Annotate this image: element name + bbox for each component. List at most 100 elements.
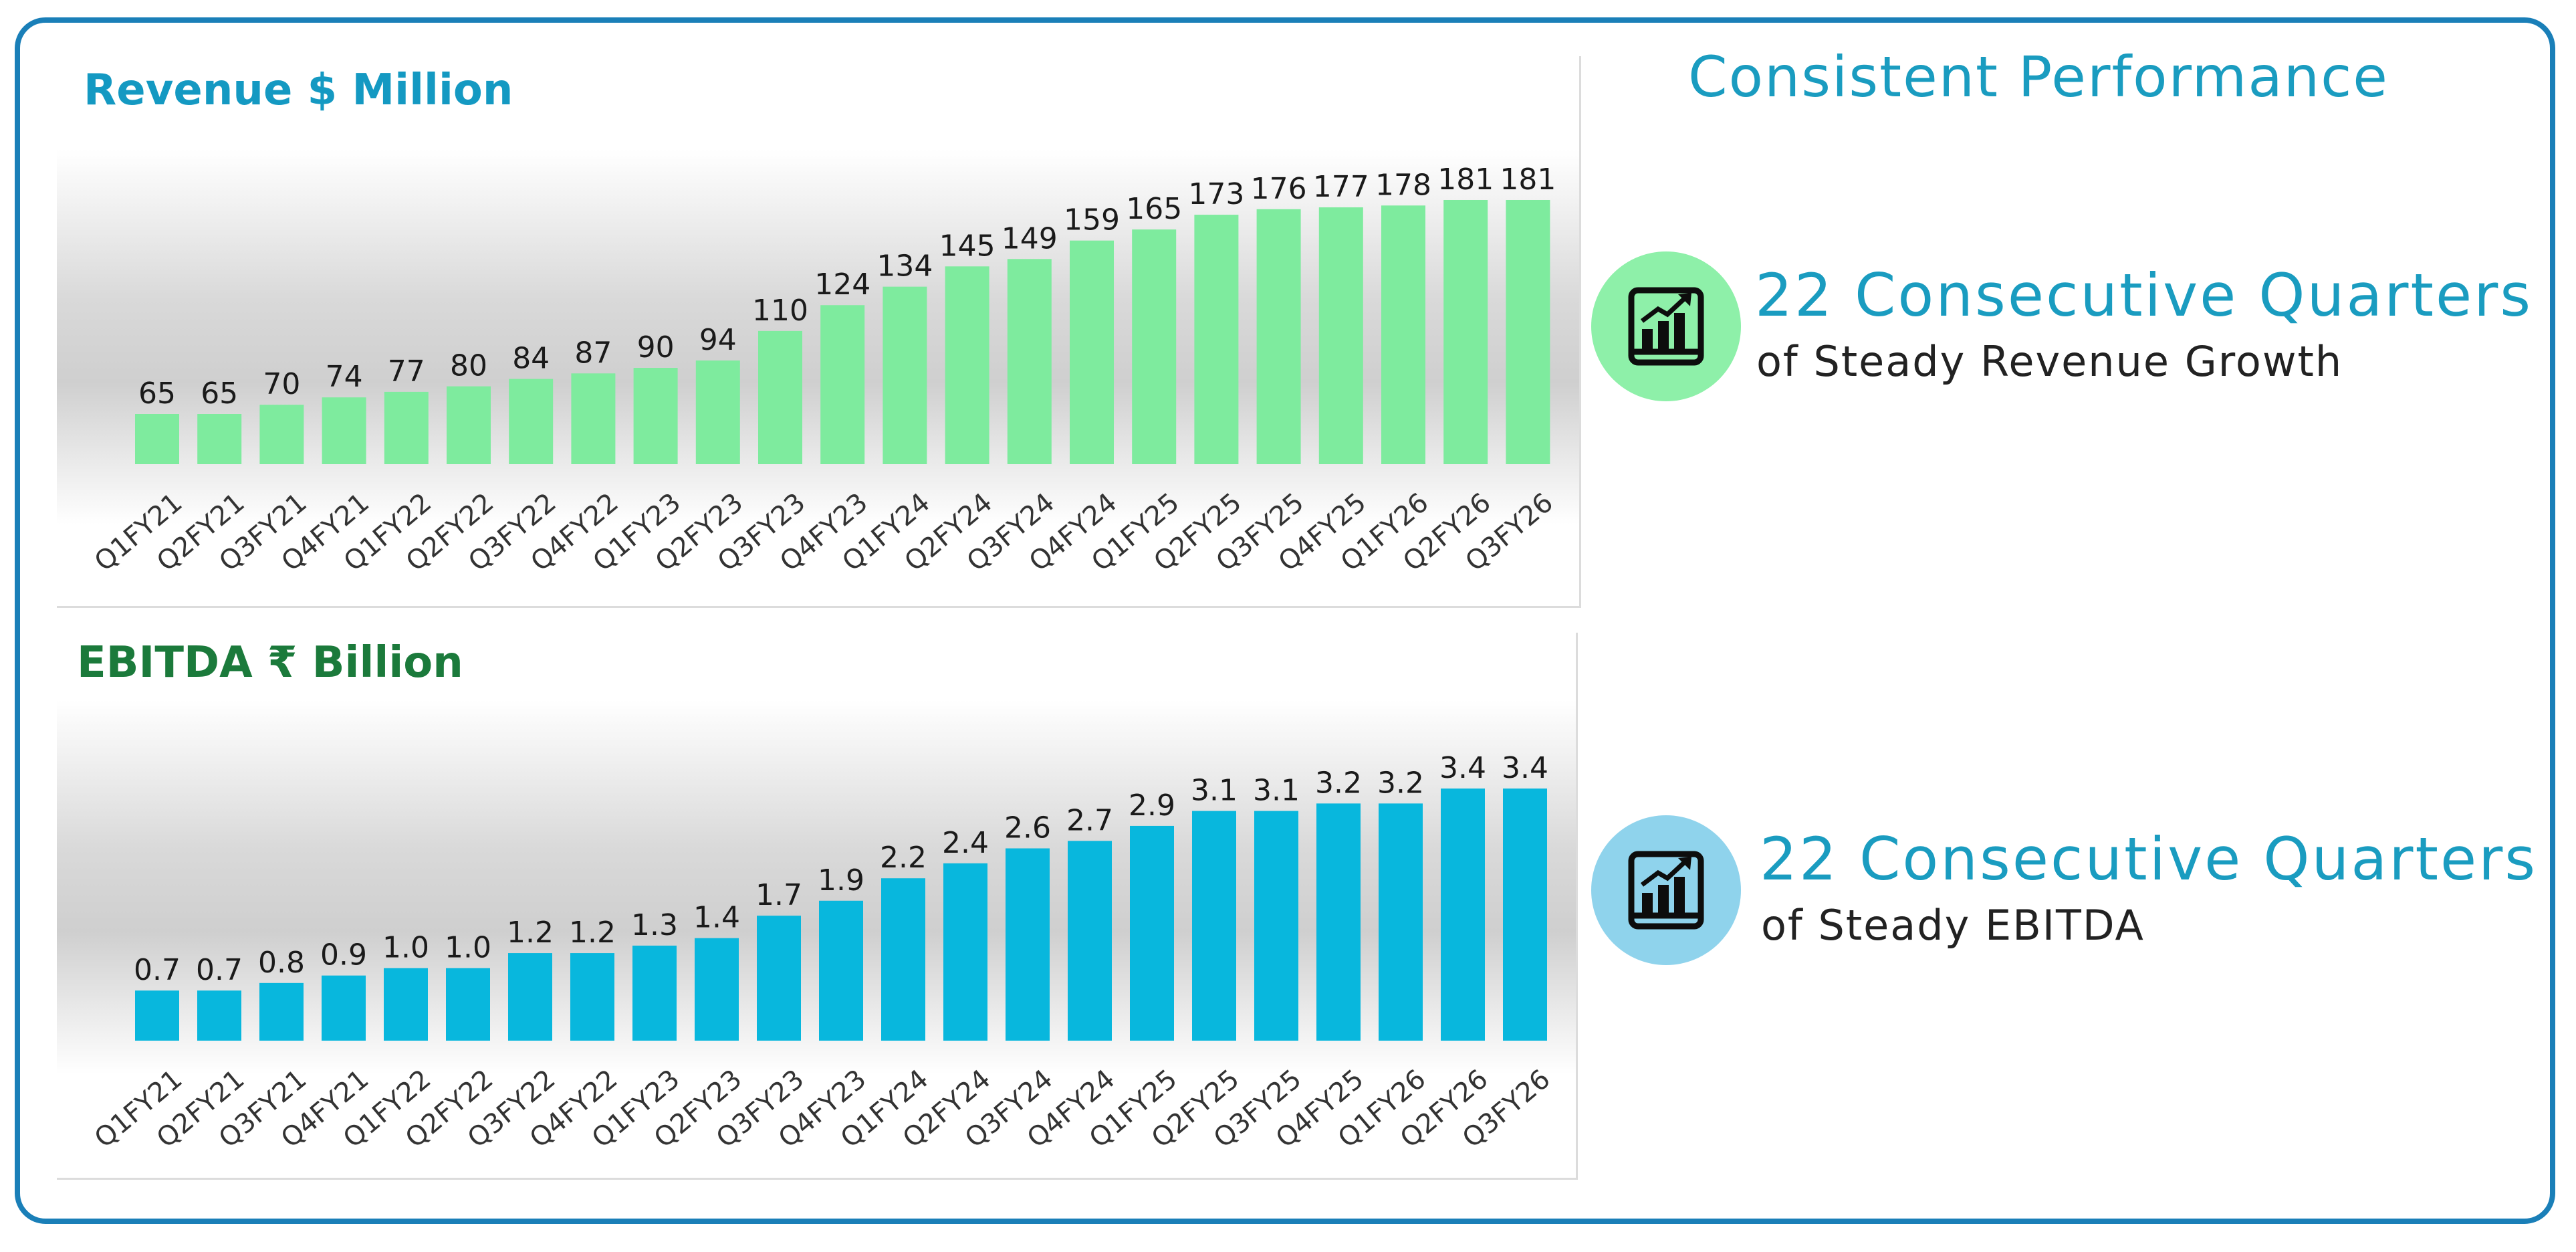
- revenue-value-label: 77: [388, 354, 425, 389]
- revenue-value-label: 84: [512, 342, 550, 376]
- ebitda-value-label: 0.7: [196, 953, 243, 987]
- revenue-value-label: 177: [1313, 170, 1369, 204]
- revenue-value-label: 110: [752, 294, 808, 328]
- revenue-bar: [1132, 229, 1177, 464]
- ebitda-bar: [695, 938, 739, 1041]
- revenue-value-label: 173: [1188, 177, 1244, 211]
- ebitda-value-label: 0.7: [134, 953, 181, 987]
- revenue-bar: [571, 373, 616, 464]
- ebitda-value-label: 3.4: [1502, 751, 1548, 785]
- revenue-stat-subtext: of Steady Revenue Growth: [1756, 337, 2343, 386]
- ebitda-bar: [1068, 841, 1112, 1041]
- ebitda-bar: [197, 990, 241, 1041]
- revenue-value-label: 159: [1064, 203, 1120, 237]
- ebitda-value-label: 1.2: [507, 916, 554, 950]
- ebitda-bar: [322, 975, 366, 1041]
- revenue-bar: [1506, 200, 1550, 464]
- ebitda-value-label: 3.1: [1191, 774, 1238, 808]
- revenue-bar: [1318, 207, 1363, 464]
- ebitda-value-label: 3.2: [1377, 766, 1424, 800]
- ebitda-value-label: 3.4: [1439, 751, 1486, 785]
- ebitda-value-label: 2.4: [942, 826, 989, 860]
- revenue-value-label: 181: [1500, 163, 1556, 197]
- bar-chart-growth-icon: [1628, 287, 1704, 366]
- revenue-bar: [945, 266, 989, 464]
- revenue-value-label: 178: [1375, 168, 1431, 202]
- revenue-value-label: 65: [201, 377, 238, 411]
- ebitda-chart-title: EBITDA ₹ Billion: [77, 638, 463, 688]
- revenue-value-label: 74: [326, 360, 363, 394]
- ebitda-bar: [1441, 789, 1485, 1041]
- ebitda-value-label: 2.2: [880, 841, 927, 875]
- revenue-bar: [758, 330, 802, 464]
- ebitda-value-label: 0.9: [320, 938, 367, 972]
- ebitda-bar: [1254, 811, 1298, 1041]
- ebitda-bar: [1316, 803, 1361, 1041]
- ebitda-value-label: 2.6: [1004, 811, 1051, 845]
- revenue-value-label: 165: [1126, 192, 1182, 226]
- bar-chart-growth-icon: [1628, 851, 1704, 930]
- ebitda-bar: [1192, 811, 1236, 1041]
- ebitda-value-label: 2.7: [1066, 803, 1113, 837]
- ebitda-value-label: 1.3: [631, 908, 678, 942]
- ebitda-bar: [570, 953, 614, 1041]
- ebitda-bar: [757, 916, 801, 1041]
- ebitda-value-label: 1.4: [693, 901, 740, 935]
- ebitda-value-label: 1.2: [569, 916, 616, 950]
- ebitda-bar: [943, 863, 987, 1041]
- ebitda-value-label: 1.0: [445, 930, 491, 964]
- ebitda-bar: [1130, 825, 1174, 1041]
- ebitda-bar: [384, 968, 428, 1041]
- ebitda-bar: [1379, 803, 1423, 1041]
- revenue-value-label: 80: [450, 349, 487, 383]
- revenue-bar: [322, 397, 366, 464]
- revenue-stat-headline: 22 Consecutive Quarters: [1755, 261, 2533, 330]
- section-title: Consistent Performance: [1688, 44, 2389, 110]
- revenue-value-label: 87: [574, 336, 612, 370]
- ebitda-stat-subtext: of Steady EBITDA: [1761, 901, 2145, 950]
- revenue-value-label: 176: [1251, 172, 1307, 206]
- revenue-value-label: 149: [1002, 221, 1058, 255]
- revenue-value-label: 94: [699, 323, 737, 357]
- revenue-bar: [509, 379, 554, 464]
- revenue-value-label: 134: [876, 249, 933, 284]
- ebitda-bar: [1503, 789, 1547, 1041]
- revenue-value-label: 124: [814, 268, 870, 302]
- ebitda-value-label: 2.9: [1129, 789, 1175, 823]
- ebitda-value-label: 3.2: [1315, 766, 1362, 800]
- revenue-value-label: 70: [263, 367, 300, 401]
- revenue-bar: [384, 391, 429, 464]
- revenue-bar: [695, 360, 740, 464]
- revenue-bar: [820, 305, 865, 464]
- revenue-bar: [1256, 209, 1301, 464]
- revenue-bar: [1070, 240, 1114, 464]
- ebitda-bar: [632, 945, 677, 1041]
- ebitda-value-label: 3.1: [1253, 774, 1300, 808]
- revenue-bar: [1194, 215, 1239, 464]
- ebitda-value-label: 1.0: [382, 930, 429, 964]
- ebitda-bar-chart: 0.7Q1FY210.7Q2FY210.8Q3FY210.9Q4FY211.0Q…: [89, 751, 1556, 1154]
- revenue-chart-title: Revenue $ Million: [84, 66, 513, 115]
- revenue-bar: [447, 386, 491, 464]
- ebitda-bar: [508, 953, 552, 1041]
- revenue-bar: [135, 414, 179, 464]
- ebitda-bar: [259, 982, 304, 1041]
- ebitda-value-label: 1.7: [755, 878, 802, 912]
- revenue-bar: [883, 286, 927, 464]
- revenue-bar: [1007, 259, 1052, 464]
- revenue-value-label: 65: [138, 377, 176, 411]
- revenue-value-label: 181: [1437, 163, 1494, 197]
- revenue-bar: [259, 405, 304, 464]
- ebitda-bar: [819, 900, 863, 1041]
- revenue-bar: [1381, 205, 1425, 464]
- ebitda-bar: [446, 968, 490, 1041]
- revenue-bar: [633, 368, 678, 464]
- revenue-value-label: 90: [637, 330, 675, 364]
- ebitda-value-label: 1.9: [818, 863, 864, 898]
- ebitda-chart-panel: EBITDA ₹ Billion 0.7 Q1FY21 0.7 Q2FY21 0.8 Q3…: [57, 633, 1578, 1180]
- revenue-bar: [1443, 200, 1488, 464]
- ebitda-bar: [1006, 848, 1050, 1041]
- revenue-stat-circle: [1591, 251, 1741, 401]
- revenue-chart-panel: Revenue $ Million 65 Q1FY21 65 Q2FY21 70 Q3FY…: [57, 56, 1581, 608]
- revenue-bar: [197, 414, 242, 464]
